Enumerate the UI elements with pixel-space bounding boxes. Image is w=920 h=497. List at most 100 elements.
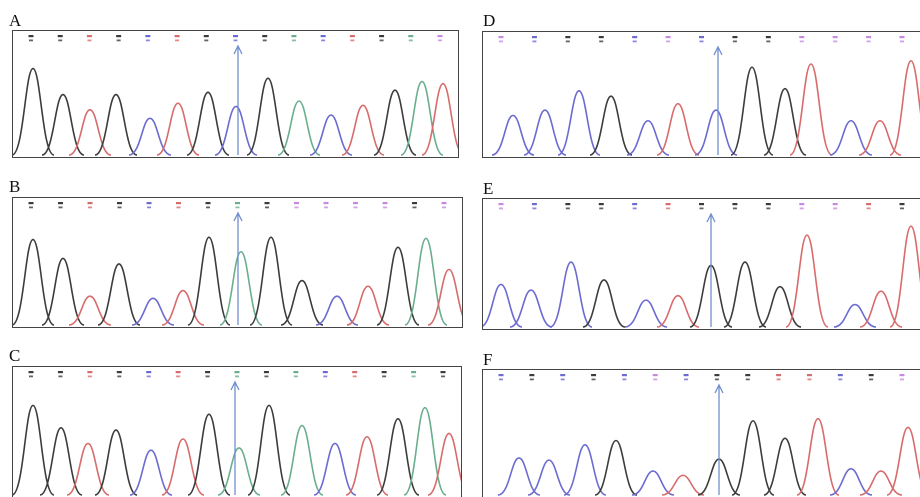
- trace-peak: [656, 294, 700, 328]
- base-call-mark: [235, 202, 240, 205]
- trace-peak: [886, 426, 920, 496]
- trace-peak: [161, 289, 205, 326]
- base-call-mark: [382, 202, 388, 205]
- base-call-mark: [203, 35, 209, 38]
- trace-peak: [497, 457, 541, 496]
- trace-peak: [400, 80, 444, 156]
- base-call-mark: [58, 202, 63, 205]
- base-call-mark: [379, 39, 384, 42]
- trace-peak: [491, 114, 535, 156]
- trace-peak: [13, 238, 55, 326]
- trace-peak: [94, 93, 138, 156]
- base-call-mark: [745, 378, 750, 381]
- base-call-mark: [412, 202, 417, 205]
- base-call-mark: [353, 202, 358, 205]
- chromatogram-trace: [491, 36, 920, 156]
- base-call-mark: [58, 39, 63, 42]
- base-call-mark: [807, 378, 812, 381]
- trace-peak: [404, 237, 448, 326]
- base-call-mark: [666, 40, 671, 43]
- trace-peak: [315, 295, 359, 326]
- base-call-mark: [320, 35, 326, 38]
- trace-peak: [796, 417, 840, 496]
- base-call-mark: [28, 202, 34, 205]
- trace-peak: [156, 102, 200, 156]
- trace-peak: [346, 285, 390, 326]
- trace-peak: [246, 77, 290, 156]
- base-call-mark: [565, 40, 570, 43]
- trace-peak: [589, 95, 633, 156]
- base-call-mark: [264, 375, 269, 378]
- trace-peak: [277, 100, 321, 156]
- base-call-mark: [799, 40, 804, 43]
- base-call-mark: [699, 207, 704, 210]
- trace-peak: [829, 119, 873, 156]
- base-call-mark: [766, 40, 771, 43]
- base-call-mark: [117, 375, 122, 378]
- trace-peak: [656, 102, 700, 156]
- base-call-mark: [837, 374, 843, 377]
- trace-peak: [280, 279, 324, 326]
- chromatogram-panel-f: [482, 369, 920, 497]
- base-call-mark: [799, 36, 805, 39]
- base-call-mark: [499, 378, 503, 381]
- trace-peak: [341, 104, 385, 156]
- base-call-mark: [832, 203, 838, 206]
- trace-peak: [563, 444, 607, 496]
- base-call-mark: [866, 203, 872, 206]
- trace-peak: [694, 109, 738, 156]
- base-call-mark: [900, 40, 904, 43]
- base-call-mark: [323, 202, 329, 205]
- base-call-mark: [699, 203, 704, 206]
- base-call-mark: [116, 371, 122, 374]
- trace-peak: [594, 439, 638, 496]
- chromatogram-trace: [13, 371, 461, 496]
- panel-label-e: E: [483, 179, 494, 198]
- base-call-mark: [293, 375, 298, 378]
- panel-label-a: A: [9, 11, 22, 30]
- trace-peak: [313, 442, 357, 496]
- base-call-mark: [622, 378, 627, 381]
- base-call-mark: [145, 35, 151, 38]
- trace-peak: [858, 119, 902, 156]
- trace-peak: [624, 299, 668, 328]
- base-call-mark: [732, 207, 737, 210]
- base-call-mark: [438, 39, 442, 42]
- base-call-mark: [352, 371, 358, 374]
- trace-peak: [128, 117, 172, 156]
- trace-peak: [217, 447, 261, 496]
- trace-peak: [829, 468, 873, 496]
- base-call-mark: [29, 39, 33, 42]
- base-call-mark: [565, 207, 570, 210]
- trace-peak: [131, 297, 175, 326]
- trace-peak: [789, 63, 833, 156]
- base-call-mark: [866, 207, 871, 210]
- base-call-mark: [498, 374, 504, 377]
- base-call-mark: [88, 206, 92, 209]
- base-call-mark: [776, 374, 782, 377]
- trace-peak: [41, 257, 85, 326]
- base-call-mark: [262, 35, 268, 38]
- base-call-mark: [766, 207, 771, 210]
- base-call-mark: [175, 371, 181, 374]
- base-call-mark: [87, 39, 92, 42]
- trace-peak: [427, 268, 462, 326]
- trace-peak: [249, 236, 293, 326]
- trace-peak: [41, 93, 85, 156]
- variant-arrow-head: [706, 212, 716, 223]
- base-call-mark: [294, 202, 299, 205]
- chromatogram-panel-c: [12, 366, 462, 497]
- trace-peak: [427, 432, 461, 496]
- base-call-mark: [29, 375, 33, 378]
- chromatogram-trace: [497, 374, 920, 496]
- base-call-mark: [263, 371, 269, 374]
- trace-peak: [723, 261, 767, 328]
- base-call-mark: [632, 36, 638, 39]
- base-call-mark: [147, 206, 151, 209]
- chromatogram-trace: [13, 35, 458, 156]
- base-call-mark: [838, 378, 843, 381]
- base-call-mark: [175, 39, 180, 42]
- base-call-mark: [437, 35, 443, 38]
- base-call-mark: [116, 35, 122, 38]
- base-call-mark: [632, 203, 638, 206]
